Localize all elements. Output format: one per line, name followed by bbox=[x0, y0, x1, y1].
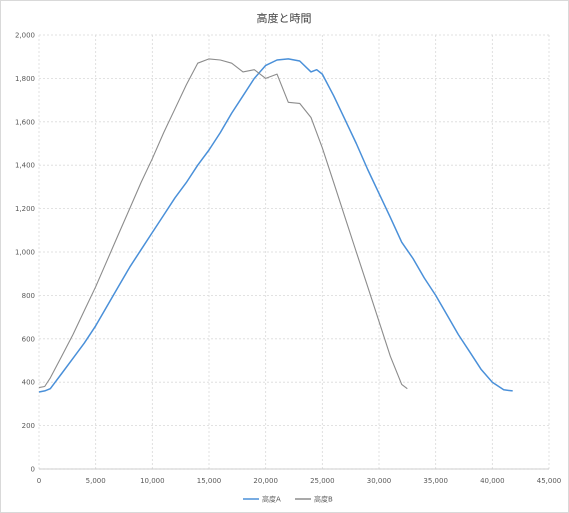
x-tick-label: 0 bbox=[37, 477, 41, 485]
x-tick-label: 20,000 bbox=[253, 477, 278, 485]
y-tick-label: 800 bbox=[22, 292, 35, 300]
x-tick-label: 45,000 bbox=[537, 477, 562, 485]
x-tick-label: 10,000 bbox=[140, 477, 165, 485]
y-tick-label: 1,800 bbox=[15, 75, 35, 83]
y-tick-label: 1,000 bbox=[15, 249, 35, 257]
y-tick-label: 1,600 bbox=[15, 118, 35, 126]
y-tick-label: 1,400 bbox=[15, 162, 35, 170]
y-tick-label: 0 bbox=[31, 466, 35, 474]
legend-label-2: 高度B bbox=[314, 495, 333, 504]
x-tick-label: 35,000 bbox=[423, 477, 448, 485]
axis-layer: 0 200 400 600 800 1,000 1,200 1,400 1,600 1,800 2,… bbox=[15, 32, 561, 486]
legend: 高度A 高度B bbox=[243, 495, 333, 504]
series-line-2 bbox=[38, 58, 408, 390]
series-line-1 bbox=[38, 58, 513, 393]
series-layer bbox=[38, 58, 513, 393]
x-tick-label: 25,000 bbox=[310, 477, 335, 485]
chart-title: 高度と時間 bbox=[257, 11, 312, 25]
y-tick-label: 200 bbox=[22, 422, 35, 430]
y-tick-label: 1,200 bbox=[15, 205, 35, 213]
y-tick-label: 400 bbox=[22, 379, 35, 387]
y-tick-label: 600 bbox=[22, 335, 35, 343]
legend-label-1: 高度A bbox=[262, 495, 281, 504]
x-tick-label: 15,000 bbox=[197, 477, 222, 485]
grid-layer bbox=[38, 34, 550, 470]
x-tick-label: 5,000 bbox=[86, 477, 106, 485]
x-tick-label: 40,000 bbox=[480, 477, 505, 485]
y-tick-label: 2,000 bbox=[15, 32, 35, 40]
x-tick-label: 30,000 bbox=[367, 477, 392, 485]
